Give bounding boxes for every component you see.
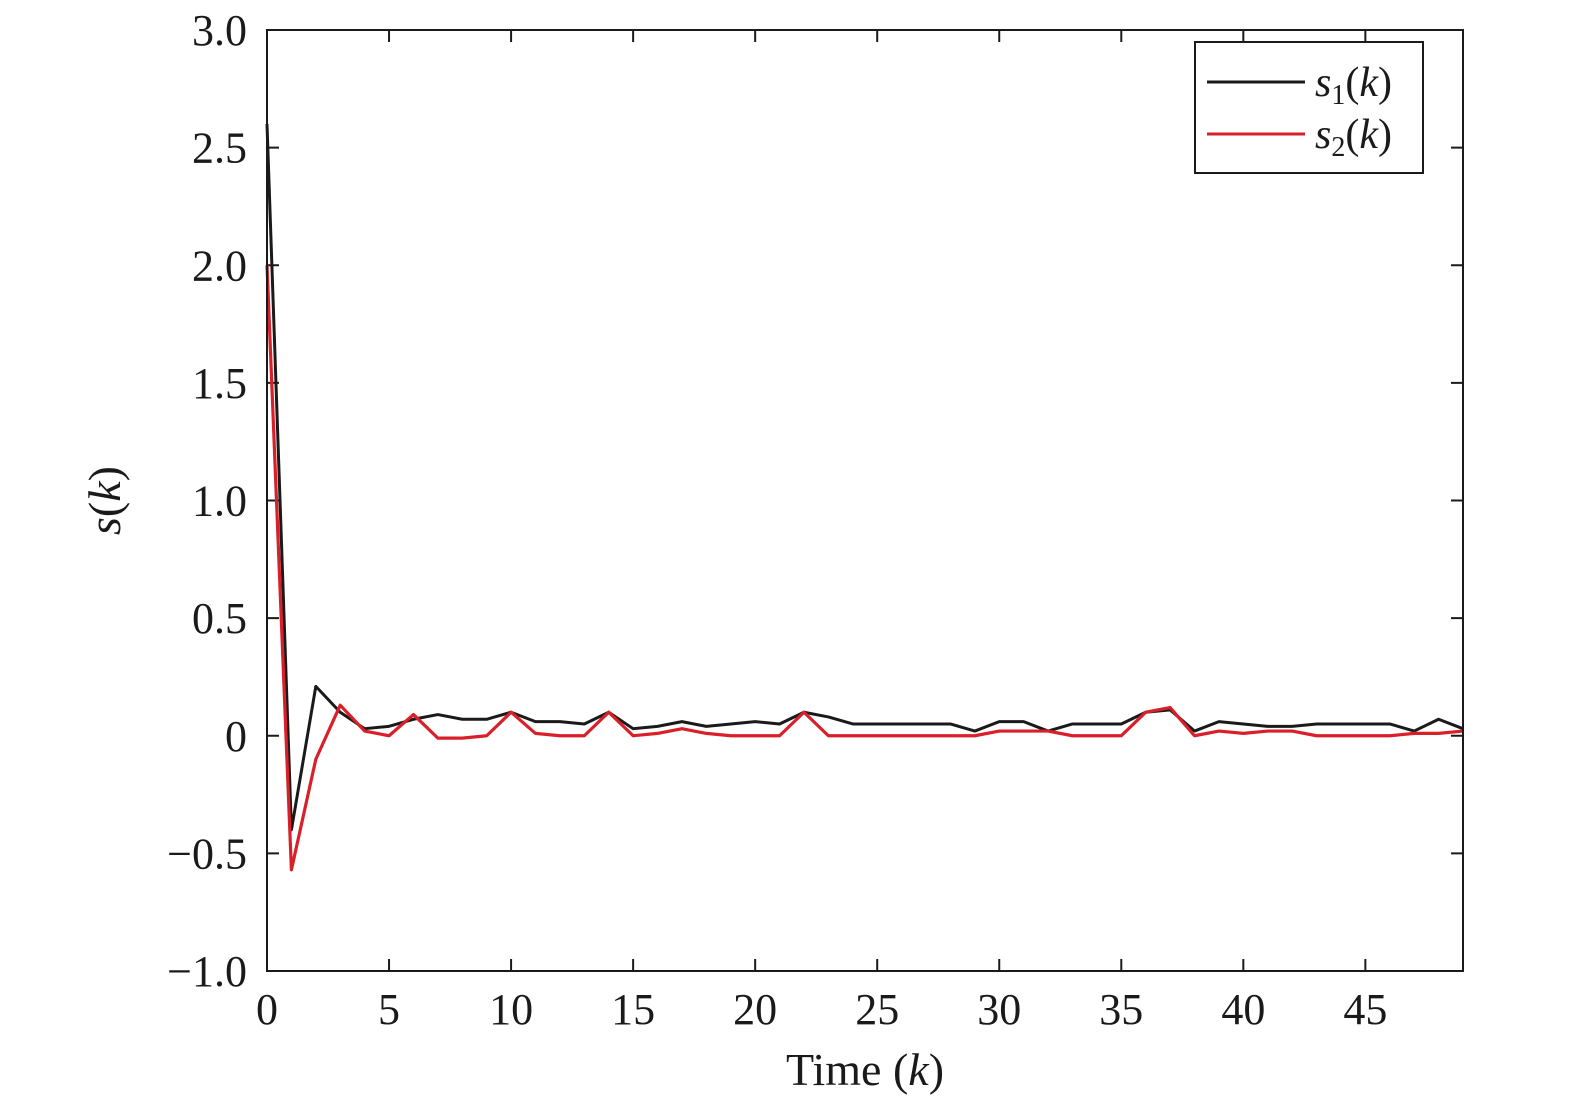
y-axis-label: s(k)	[79, 466, 130, 535]
x-axis-label: Time (k)	[786, 1044, 944, 1095]
y-tick-labels: −1.0 −0.5 0 0.5 1.0 1.5 2.0 2.5 3.0	[167, 6, 247, 996]
y-tick-label: 0.5	[192, 594, 247, 643]
y-tick-label: 0	[225, 712, 247, 761]
series-line-2	[265, 265, 1464, 872]
plot-frame	[266, 29, 1464, 972]
legend-label-2: s2(k)	[1315, 112, 1392, 163]
series-lines	[265, 124, 1464, 872]
series-line-1	[265, 124, 1464, 832]
y-tick-label: 2.5	[192, 124, 247, 173]
x-tick-label: 0	[256, 985, 278, 1034]
y-tick-label: 3.0	[192, 6, 247, 55]
x-tick-label: 35	[1099, 985, 1143, 1034]
x-tick-label: 15	[611, 985, 655, 1034]
y-tick-label: 1.0	[192, 477, 247, 526]
y-tick-label: −0.5	[167, 829, 247, 878]
x-tick-label: 40	[1221, 985, 1265, 1034]
y-tick-label: 2.0	[192, 241, 247, 290]
x-tick-label: 10	[489, 985, 533, 1034]
x-tick-label: 45	[1343, 985, 1387, 1034]
y-tick-label: 1.5	[192, 359, 247, 408]
x-tick-label: 25	[855, 985, 899, 1034]
x-tick-label: 20	[733, 985, 777, 1034]
legend-label-1: s1(k)	[1315, 60, 1392, 111]
y-tick-label: −1.0	[167, 947, 247, 996]
legend-box	[1194, 41, 1424, 174]
x-tick-label: 5	[378, 985, 400, 1034]
x-tick-label: 30	[977, 985, 1021, 1034]
x-tick-labels: 0 5 10 15 20 25 30 35 40 45	[256, 985, 1387, 1034]
legend: s1(k)s2(k)	[1194, 41, 1424, 174]
